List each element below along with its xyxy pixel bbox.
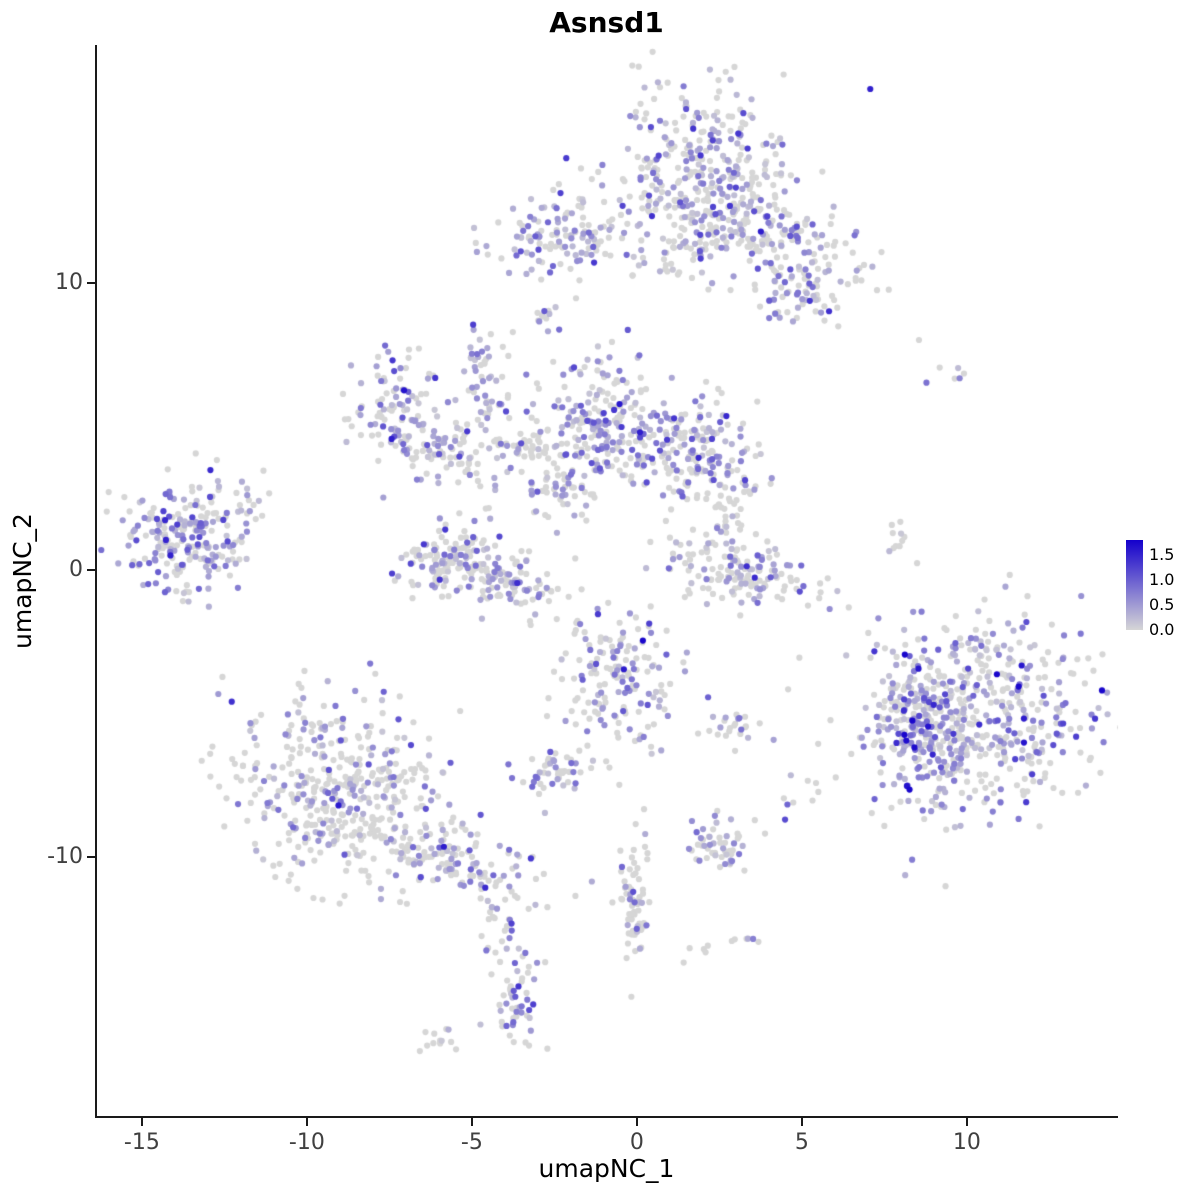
x-axis-title: umapNC_1 [538,1154,675,1183]
x-tick-label: -15 [123,1130,160,1155]
x-tick-mark [470,1118,473,1126]
y-tick-mark [87,855,95,858]
x-tick-mark [965,1118,968,1126]
x-tick-label: -5 [460,1130,483,1155]
legend-tick-label: 1.5 [1149,545,1175,564]
y-axis-title: umapNC_2 [8,513,37,649]
y-tick-label: 0 [69,557,83,583]
y-tick-label: 10 [55,270,83,296]
expression-colorbar-gradient [1126,540,1143,630]
x-tick-label: 5 [794,1130,809,1155]
x-tick-label: -10 [288,1130,325,1155]
y-tick-mark [87,569,95,572]
x-tick-mark [305,1118,308,1126]
x-tick-mark [140,1118,143,1126]
x-tick-label: 10 [952,1130,981,1155]
y-tick-label: -10 [47,843,83,869]
legend-tick-label: 1.0 [1149,570,1175,589]
x-tick-mark [635,1118,638,1126]
x-tick-label: 0 [629,1130,644,1155]
x-tick-mark [800,1118,803,1126]
legend-tick-label: 0.0 [1149,620,1175,639]
plot-panel [95,45,1118,1118]
legend-tick-label: 0.5 [1149,595,1175,614]
y-tick-mark [87,282,95,285]
